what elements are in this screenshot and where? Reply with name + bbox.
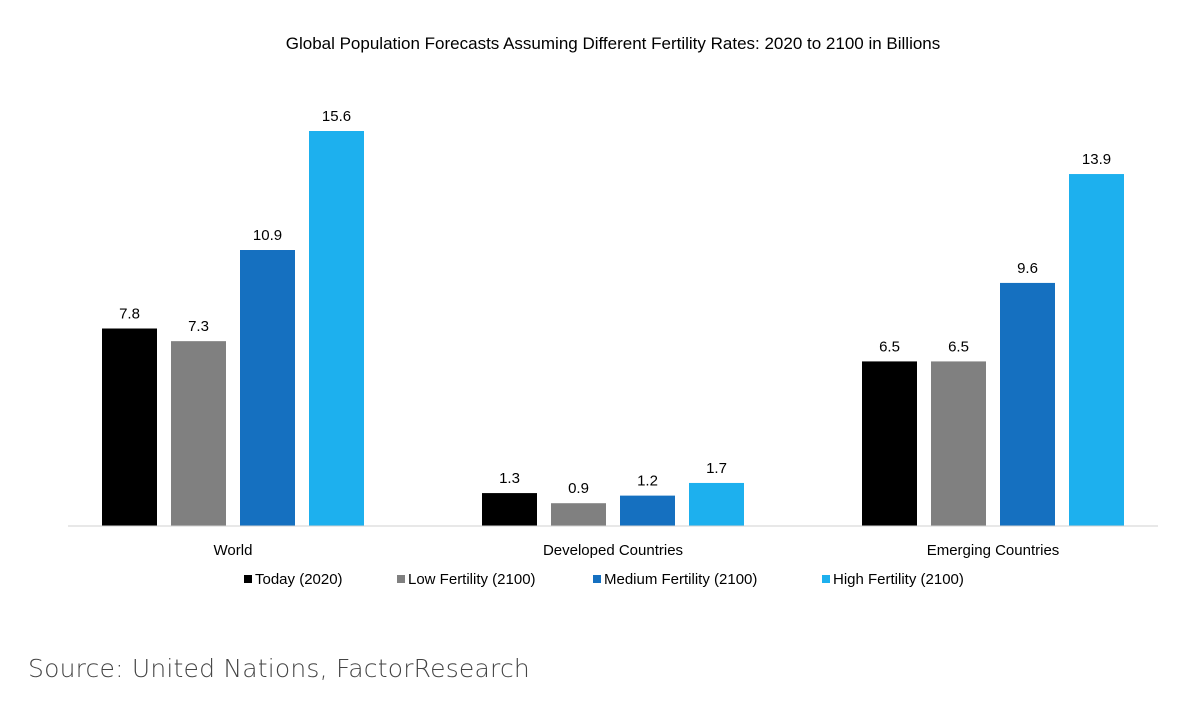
bar-3-4 bbox=[1069, 174, 1124, 527]
bar-chart: Global Population Forecasts Assuming Dif… bbox=[68, 34, 1158, 588]
bar-1-3 bbox=[240, 250, 295, 526]
legend-label: High Fertility (2100) bbox=[833, 571, 964, 588]
legend-swatch bbox=[244, 575, 252, 583]
data-label: 0.9 bbox=[568, 480, 589, 497]
legend-label: Medium Fertility (2100) bbox=[604, 571, 757, 588]
data-label: 9.6 bbox=[1017, 260, 1038, 277]
bar-1-2 bbox=[171, 341, 226, 526]
data-label: 1.3 bbox=[499, 470, 520, 487]
bar-3-3 bbox=[1000, 282, 1055, 526]
value-label-group: 7.8 7.3 10.9 15.6 1.3 0.9 1.2 1.7 6.5 6.5 9.6 13.9 bbox=[119, 108, 1111, 497]
data-label: 6.5 bbox=[879, 338, 900, 355]
bar-2-3 bbox=[620, 495, 675, 526]
legend-swatch bbox=[593, 575, 601, 583]
bar-1-1 bbox=[102, 328, 157, 526]
source-note: Source: United Nations, FactorResearch bbox=[28, 654, 530, 683]
data-label: 10.9 bbox=[253, 227, 282, 244]
bar-group bbox=[102, 131, 1124, 527]
bar-1-4 bbox=[309, 131, 364, 526]
legend-label: Low Fertility (2100) bbox=[408, 571, 536, 588]
data-label: 13.9 bbox=[1082, 151, 1111, 168]
bar-2-1 bbox=[482, 493, 537, 526]
legend-swatch bbox=[822, 575, 830, 583]
data-label: 7.8 bbox=[119, 306, 140, 323]
category-label: World bbox=[214, 542, 253, 559]
chart-title: Global Population Forecasts Assuming Dif… bbox=[286, 34, 941, 53]
data-label: 6.5 bbox=[948, 338, 969, 355]
data-label: 1.7 bbox=[706, 460, 727, 477]
bar-3-1 bbox=[862, 361, 917, 526]
bar-2-2 bbox=[551, 503, 606, 526]
data-label: 1.2 bbox=[637, 473, 658, 490]
data-label: 7.3 bbox=[188, 318, 209, 335]
category-label: Emerging Countries bbox=[927, 542, 1060, 559]
category-label-group: World Developed Countries Emerging Countri… bbox=[214, 542, 1060, 559]
legend-label: Today (2020) bbox=[255, 571, 343, 588]
bar-3-2 bbox=[931, 361, 986, 526]
data-label: 15.6 bbox=[322, 108, 351, 125]
legend-swatch bbox=[397, 575, 405, 583]
legend: Today (2020) Low Fertility (2100) Medium F… bbox=[244, 571, 964, 588]
bar-2-4 bbox=[689, 482, 744, 526]
category-label: Developed Countries bbox=[543, 542, 683, 559]
